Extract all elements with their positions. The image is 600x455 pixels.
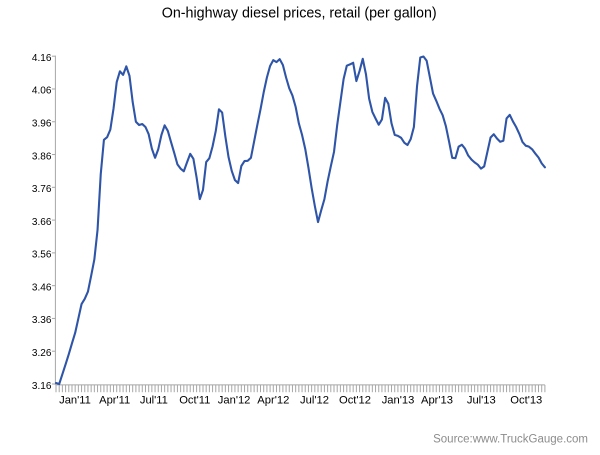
svg-text:4.16: 4.16 xyxy=(32,53,52,64)
svg-text:Jan'11: Jan'11 xyxy=(59,395,91,407)
svg-text:Jan'13: Jan'13 xyxy=(382,395,415,407)
svg-text:3.86: 3.86 xyxy=(32,151,52,162)
svg-text:On-highway diesel prices, reta: On-highway diesel prices, retail (per ga… xyxy=(162,6,437,22)
svg-text:Jul'13: Jul'13 xyxy=(467,395,496,407)
svg-text:Apr'13: Apr'13 xyxy=(421,395,453,407)
svg-text:3.76: 3.76 xyxy=(32,184,52,195)
svg-text:Source:www.TruckGauge.com: Source:www.TruckGauge.com xyxy=(433,433,588,445)
svg-text:3.36: 3.36 xyxy=(32,315,52,326)
svg-text:4.06: 4.06 xyxy=(32,86,52,97)
svg-text:Jul'11: Jul'11 xyxy=(140,395,168,407)
svg-text:Oct'12: Oct'12 xyxy=(339,395,371,407)
svg-text:Jan'12: Jan'12 xyxy=(218,395,251,407)
svg-text:Jul'12: Jul'12 xyxy=(300,395,329,407)
svg-text:Apr'12: Apr'12 xyxy=(257,395,289,407)
svg-text:3.66: 3.66 xyxy=(32,217,52,228)
svg-text:3.26: 3.26 xyxy=(32,348,52,359)
svg-text:3.96: 3.96 xyxy=(32,119,52,130)
svg-text:3.16: 3.16 xyxy=(32,381,52,392)
svg-text:Apr'11: Apr'11 xyxy=(99,395,130,407)
svg-text:3.56: 3.56 xyxy=(32,250,52,261)
svg-text:Oct'11: Oct'11 xyxy=(179,395,210,407)
svg-text:3.46: 3.46 xyxy=(32,282,52,293)
svg-text:Oct'13: Oct'13 xyxy=(510,395,542,407)
